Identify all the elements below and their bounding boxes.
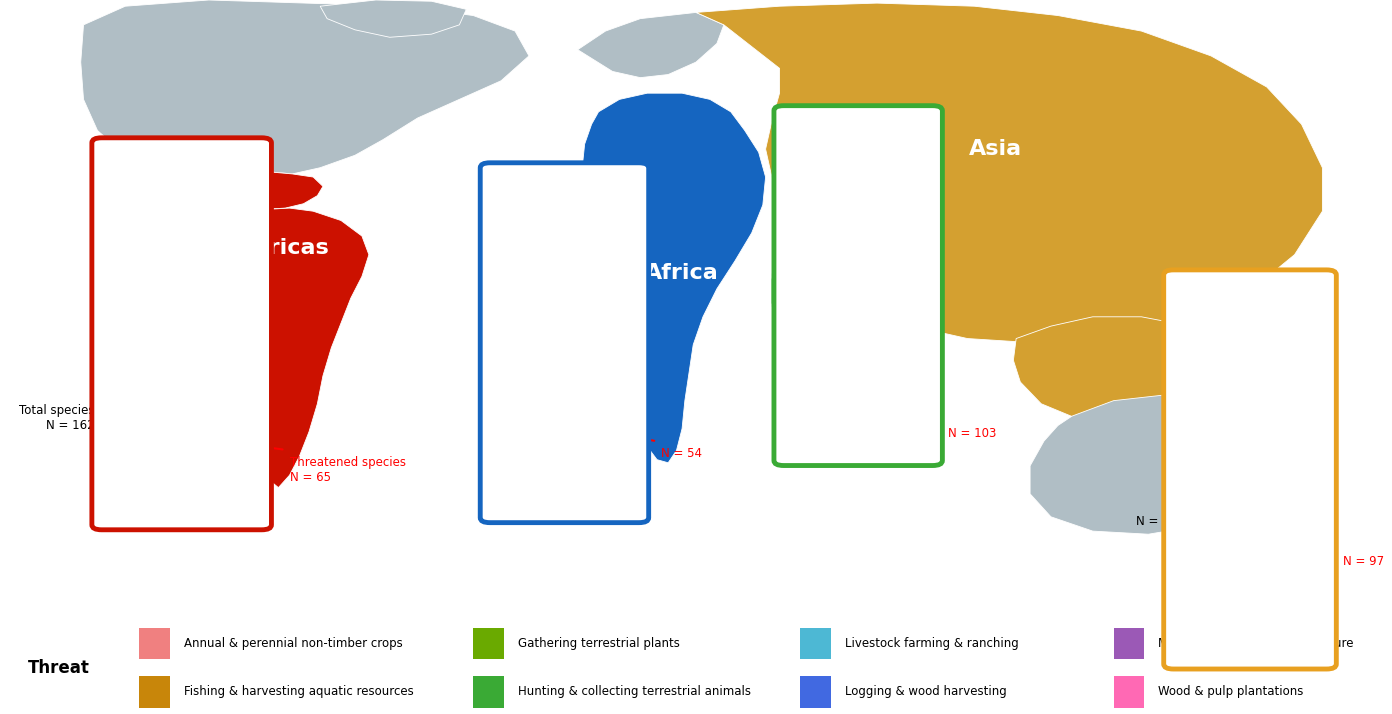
Text: N = 97: N = 97 bbox=[1343, 555, 1385, 568]
Text: Logging & wood harvesting: Logging & wood harvesting bbox=[845, 685, 1006, 698]
Text: Threat: Threat bbox=[28, 658, 89, 677]
FancyBboxPatch shape bbox=[139, 676, 170, 708]
Wedge shape bbox=[856, 132, 863, 184]
Polygon shape bbox=[198, 189, 369, 488]
Polygon shape bbox=[1013, 317, 1246, 426]
Wedge shape bbox=[523, 241, 587, 293]
FancyBboxPatch shape bbox=[139, 628, 170, 659]
Wedge shape bbox=[562, 241, 603, 286]
Polygon shape bbox=[571, 94, 766, 463]
Wedge shape bbox=[805, 132, 856, 191]
Wedge shape bbox=[180, 178, 235, 249]
Wedge shape bbox=[1196, 350, 1250, 366]
Wedge shape bbox=[1250, 296, 1265, 350]
Wedge shape bbox=[1196, 296, 1250, 353]
Wedge shape bbox=[511, 189, 562, 263]
Wedge shape bbox=[562, 196, 615, 274]
Wedge shape bbox=[856, 184, 908, 221]
Circle shape bbox=[131, 367, 232, 468]
Wedge shape bbox=[856, 136, 909, 193]
Text: Africa: Africa bbox=[646, 263, 718, 283]
Circle shape bbox=[1217, 509, 1283, 577]
Text: Gathering terrestrial plants: Gathering terrestrial plants bbox=[518, 637, 679, 650]
Wedge shape bbox=[180, 174, 203, 228]
Wedge shape bbox=[856, 133, 876, 184]
Text: Hunting & collecting terrestrial animals: Hunting & collecting terrestrial animals bbox=[518, 685, 750, 698]
Circle shape bbox=[1201, 494, 1299, 592]
Wedge shape bbox=[1250, 350, 1295, 397]
FancyBboxPatch shape bbox=[1114, 676, 1144, 708]
Text: N = 106: N = 106 bbox=[505, 404, 554, 417]
Polygon shape bbox=[81, 0, 529, 174]
Text: Livestock farming & ranching: Livestock farming & ranching bbox=[845, 637, 1019, 650]
FancyBboxPatch shape bbox=[473, 676, 504, 708]
FancyBboxPatch shape bbox=[800, 676, 831, 708]
Text: Fishing & harvesting aquatic resources: Fishing & harvesting aquatic resources bbox=[184, 685, 413, 698]
Text: Threatened species
N = 65: Threatened species N = 65 bbox=[290, 456, 405, 483]
Wedge shape bbox=[1250, 306, 1303, 379]
Wedge shape bbox=[180, 228, 231, 276]
Text: N = 107: N = 107 bbox=[795, 383, 844, 396]
Wedge shape bbox=[810, 184, 892, 236]
Wedge shape bbox=[180, 173, 187, 228]
Text: Americas: Americas bbox=[213, 238, 330, 258]
Wedge shape bbox=[129, 228, 209, 284]
Text: N = 116: N = 116 bbox=[1136, 515, 1185, 528]
Circle shape bbox=[164, 401, 199, 434]
Text: Annual & perennial non-timber crops: Annual & perennial non-timber crops bbox=[184, 637, 402, 650]
Wedge shape bbox=[1199, 350, 1275, 404]
Polygon shape bbox=[1030, 394, 1288, 534]
Circle shape bbox=[546, 395, 586, 434]
Wedge shape bbox=[1250, 298, 1281, 350]
Polygon shape bbox=[198, 155, 323, 209]
Text: N = 54: N = 54 bbox=[661, 447, 702, 460]
Wedge shape bbox=[562, 189, 572, 241]
Text: Madagascar: Madagascar bbox=[798, 192, 892, 206]
Circle shape bbox=[812, 309, 908, 404]
Text: Total species
N = 162: Total species N = 162 bbox=[19, 403, 95, 432]
Circle shape bbox=[518, 367, 614, 462]
Polygon shape bbox=[578, 12, 724, 78]
FancyBboxPatch shape bbox=[800, 628, 831, 659]
Wedge shape bbox=[562, 190, 587, 241]
Text: Asia: Asia bbox=[969, 139, 1022, 159]
Wedge shape bbox=[124, 173, 180, 239]
Text: Marine & freshwater aquaculture: Marine & freshwater aquaculture bbox=[1158, 637, 1353, 650]
Polygon shape bbox=[320, 0, 466, 37]
Text: N = 103: N = 103 bbox=[948, 427, 997, 440]
Polygon shape bbox=[696, 3, 1322, 342]
FancyBboxPatch shape bbox=[1114, 628, 1144, 659]
Wedge shape bbox=[806, 184, 856, 206]
Circle shape bbox=[821, 319, 898, 394]
Polygon shape bbox=[771, 233, 798, 334]
Text: Wood & pulp plantations: Wood & pulp plantations bbox=[1158, 685, 1303, 698]
Wedge shape bbox=[516, 241, 562, 274]
FancyBboxPatch shape bbox=[473, 628, 504, 659]
Wedge shape bbox=[125, 228, 180, 252]
